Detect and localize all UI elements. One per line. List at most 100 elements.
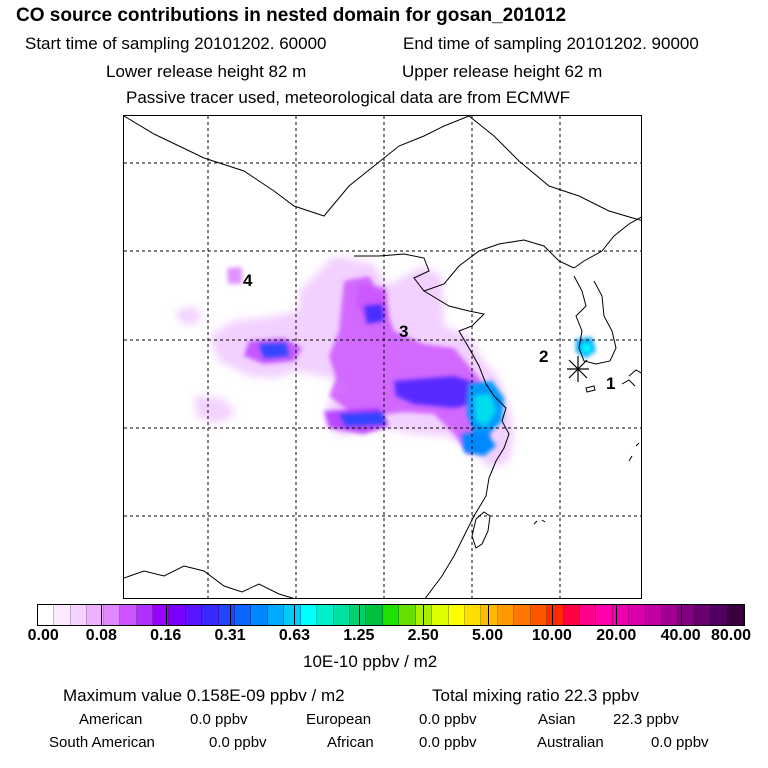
colorbar-cell <box>530 605 548 625</box>
region-australian-value: 0.0 ppbv <box>651 734 709 751</box>
colorbar-tick-label: 0.08 <box>85 627 117 644</box>
graticule <box>124 116 641 598</box>
map-boundaries <box>124 116 641 598</box>
region-american-value: 0.0 ppbv <box>190 711 248 728</box>
region-asian-label: Asian <box>538 711 576 728</box>
colorbar-tick-mark <box>680 604 682 626</box>
colorbar-tick-label: 0.16 <box>150 627 182 644</box>
colorbar-cell <box>464 605 482 625</box>
receptor-marker <box>567 356 589 382</box>
colorbar-cell <box>563 605 580 625</box>
colorbar-tick-mark <box>165 604 167 626</box>
colorbar-cell <box>202 605 219 625</box>
region-south-american-value: 0.0 ppbv <box>209 734 267 751</box>
station-label-1: 1 <box>606 374 615 393</box>
hainan-coast <box>124 565 295 598</box>
colorbar-cell <box>284 605 301 625</box>
colorbar-cell <box>366 605 383 625</box>
colorbar-cell <box>382 605 400 625</box>
plume-blue-north <box>364 304 384 324</box>
colorbar-cell <box>267 605 285 625</box>
colorbar-tick-label: 1.25 <box>343 627 375 644</box>
colorbar-cell <box>399 605 416 625</box>
region-african-label: African <box>327 734 374 751</box>
colorbar-cell <box>185 605 203 625</box>
total-mixing-ratio: Total mixing ratio 22.3 ppbv <box>432 686 639 705</box>
colorbar-tick-label: 2.50 <box>407 627 439 644</box>
colorbar-tick-label: 0.31 <box>214 627 246 644</box>
upper-release-height: Upper release height 62 m <box>402 62 603 81</box>
shandong-coast <box>423 290 510 598</box>
colorbar-tick-label: 10.00 <box>531 627 572 644</box>
station-label-2: 2 <box>539 347 548 366</box>
region-european-value: 0.0 ppbv <box>419 711 477 728</box>
colorbar-cell <box>87 605 104 625</box>
colorbar-cell <box>547 605 564 625</box>
plume-hangzhou <box>462 431 496 456</box>
colorbar-cell <box>251 605 268 625</box>
colorbar-cell <box>596 605 613 625</box>
colorbar-tick-label: 0.63 <box>278 627 311 644</box>
plume-far-west <box>227 267 242 284</box>
colorbar-cell <box>70 605 88 625</box>
colorbar-cell <box>497 605 515 625</box>
colorbar-cell <box>481 605 498 625</box>
max-value: Maximum value 0.158E-09 ppbv / m2 <box>63 686 345 705</box>
region-american-label: American <box>79 711 143 728</box>
colorbar-cell <box>218 605 236 625</box>
end-time: End time of sampling 20101202. 90000 <box>403 34 699 53</box>
colorbar-units: 10E-10 ppbv / m2 <box>303 652 438 671</box>
colorbar-tick-mark <box>616 604 618 626</box>
colorbar-cell <box>152 605 170 625</box>
region-south-american-label: South American <box>49 734 155 751</box>
colorbar-cell <box>678 605 695 625</box>
colorbar-tick-label: 40.00 <box>660 627 701 644</box>
plume-north-patch <box>174 306 202 326</box>
region-european-label: European <box>306 711 372 728</box>
colorbar-cell <box>645 605 663 625</box>
colorbar-tick-label: 0.00 <box>27 627 59 644</box>
region-asian-value: 22.3 ppbv <box>613 711 679 728</box>
plume-shanghai-core <box>474 394 496 426</box>
colorbar-cell <box>629 605 646 625</box>
colorbar-tick-mark <box>101 604 103 626</box>
map-svg: 1 2 3 4 <box>124 116 641 598</box>
plume-blue-band <box>394 376 484 408</box>
colorbar-cell <box>136 605 153 625</box>
colorbar-tick-label: 5.00 <box>471 627 504 644</box>
plume-core <box>259 304 596 456</box>
colorbar-cell <box>662 605 679 625</box>
colorbar-cell <box>317 605 334 625</box>
colorbar-cell <box>514 605 531 625</box>
start-time: Start time of sampling 20101202. 60000 <box>25 34 327 53</box>
tracer-note: Passive tracer used, meteorological data… <box>126 88 571 107</box>
plume-blue-west <box>259 343 289 358</box>
station-label-4: 4 <box>243 271 253 290</box>
colorbar-cell <box>54 605 71 625</box>
colorbar-cell <box>711 605 728 625</box>
map-plot: 1 2 3 4 <box>123 115 642 599</box>
bohai-coast <box>354 239 575 292</box>
colorbar-cell <box>694 605 712 625</box>
colorbar-tick-mark <box>551 604 553 626</box>
page-title: CO source contributions in nested domain… <box>16 5 567 26</box>
plume-west-patch <box>194 396 236 424</box>
colorbar-cell <box>120 605 137 625</box>
colorbar-tick-mark <box>230 604 232 626</box>
lower-release-height: Lower release height 82 m <box>106 62 307 81</box>
colorbar-cell <box>432 605 449 625</box>
colorbar-tick-mark <box>423 604 425 626</box>
ryukyu-islands <box>533 442 640 525</box>
colorbar-tick-mark <box>358 604 360 626</box>
plume-korea-core <box>582 344 591 353</box>
taiwan-outline <box>471 511 491 549</box>
station-label-3: 3 <box>399 322 408 341</box>
colorbar-cell <box>448 605 465 625</box>
region-australian-label: Australian <box>537 734 604 751</box>
region-african-value: 0.0 ppbv <box>419 734 477 751</box>
mongolia-border <box>124 116 470 217</box>
colorbar-cell <box>169 605 186 625</box>
colorbar-cell <box>333 605 351 625</box>
colorbar-cell <box>300 605 318 625</box>
korea-outline <box>573 216 641 365</box>
